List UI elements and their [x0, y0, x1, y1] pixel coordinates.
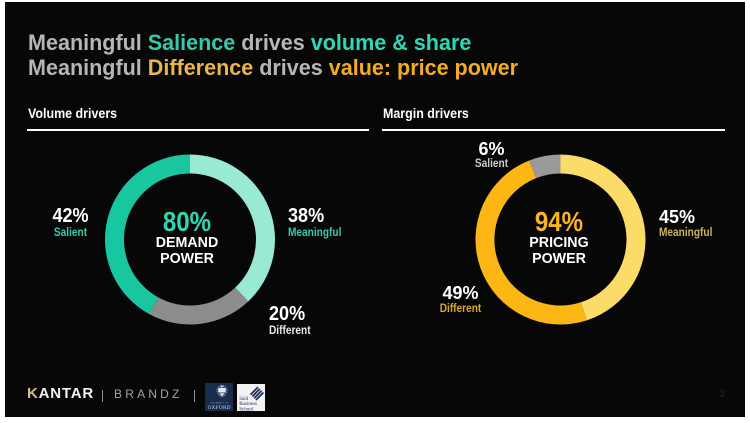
svg-text:Business: Business	[239, 402, 257, 407]
svg-text:UNIVERSITY OF: UNIVERSITY OF	[210, 403, 228, 405]
svg-text:Saïd: Saïd	[239, 397, 248, 402]
svg-text:OXFORD: OXFORD	[207, 405, 230, 411]
svg-text:School: School	[239, 407, 254, 411]
